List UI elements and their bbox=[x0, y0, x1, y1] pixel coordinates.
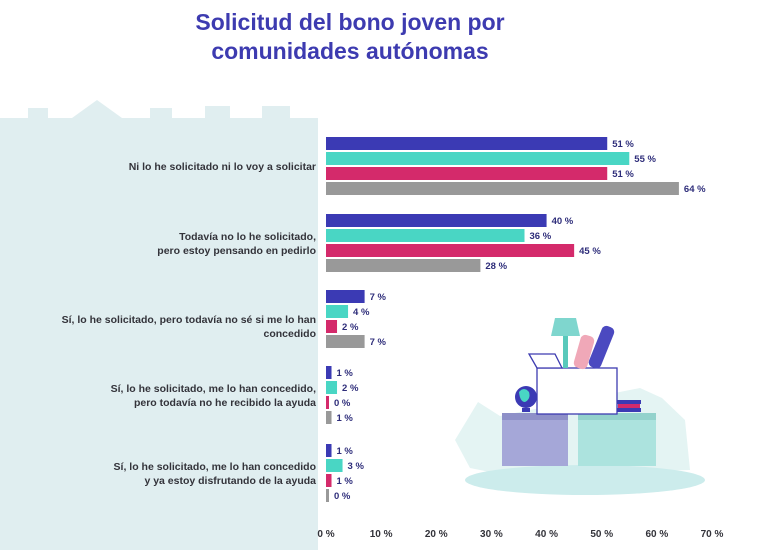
bar-value-label: 1 % bbox=[337, 476, 354, 487]
book-1 bbox=[617, 400, 641, 404]
bar-value-label: 3 % bbox=[348, 461, 365, 472]
x-tick-label: 50 % bbox=[590, 529, 613, 540]
bar-value-label: 45 % bbox=[579, 246, 601, 257]
x-tick-label: 20 % bbox=[425, 529, 448, 540]
chart-title: Solicitud del bono joven por comunidades… bbox=[150, 8, 550, 66]
bar bbox=[326, 244, 575, 257]
x-tick-label: 0 % bbox=[317, 529, 334, 540]
bar-value-label: 40 % bbox=[552, 216, 574, 227]
x-tick-label: 10 % bbox=[370, 529, 393, 540]
bar bbox=[326, 214, 547, 227]
bar bbox=[326, 459, 343, 472]
book-3 bbox=[617, 408, 641, 412]
cabinet-left bbox=[502, 418, 568, 466]
category-label-line: Sí, lo he solicitado, me lo han concedid… bbox=[113, 461, 316, 473]
category-label: Todavía no lo he solicitado, pero estoy p… bbox=[16, 230, 316, 258]
bar bbox=[326, 444, 332, 457]
cabinet-right bbox=[578, 418, 656, 466]
lamp-stem bbox=[563, 336, 568, 368]
floor-shadow bbox=[465, 465, 705, 495]
box-flap bbox=[527, 353, 564, 369]
bar-value-label: 51 % bbox=[612, 139, 634, 150]
rolled-poster-pink bbox=[573, 334, 595, 370]
bar bbox=[326, 335, 365, 348]
bar-value-label: 1 % bbox=[337, 413, 354, 424]
bar bbox=[326, 489, 329, 502]
chart-title-line-2: comunidades autónomas bbox=[211, 38, 489, 64]
bar-value-label: 0 % bbox=[334, 491, 351, 502]
x-tick-label: 40 % bbox=[535, 529, 558, 540]
bar-value-label: 2 % bbox=[342, 322, 359, 333]
category-label-line: Ni lo he solicitado ni lo voy a solicita… bbox=[128, 161, 316, 173]
bar bbox=[326, 167, 608, 180]
x-tick-label: 60 % bbox=[645, 529, 668, 540]
bar bbox=[326, 137, 608, 150]
category-label-line: pero estoy pensando en pedirlo bbox=[157, 245, 316, 257]
bar-value-label: 55 % bbox=[634, 154, 656, 165]
chart-title-line-1: Solicitud del bono joven por bbox=[195, 9, 505, 35]
globe-land bbox=[519, 389, 530, 402]
category-label: Sí, lo he solicitado, pero todavía no sé… bbox=[16, 313, 316, 341]
box bbox=[536, 367, 618, 415]
x-tick-label: 30 % bbox=[480, 529, 503, 540]
x-tick-label: 70 % bbox=[701, 529, 724, 540]
bar-value-label: 1 % bbox=[337, 446, 354, 457]
bar-value-label: 36 % bbox=[530, 231, 552, 242]
bar bbox=[326, 396, 329, 409]
bar-value-label: 4 % bbox=[353, 307, 370, 318]
category-label-line: pero todavía no he recibido la ayuda bbox=[133, 397, 316, 409]
category-label: Ni lo he solicitado ni lo voy a solicita… bbox=[16, 160, 316, 174]
bar bbox=[326, 182, 679, 195]
bar-value-label: 1 % bbox=[337, 368, 354, 379]
category-label-line: Todavía no lo he solicitado, bbox=[179, 231, 316, 243]
bar-value-label: 51 % bbox=[612, 169, 634, 180]
bar bbox=[326, 305, 349, 318]
bar-value-label: 0 % bbox=[334, 398, 351, 409]
category-label-line: y ya estoy disfrutando de la ayuda bbox=[144, 475, 316, 487]
category-label: Sí, lo he solicitado, me lo han concedid… bbox=[16, 460, 316, 488]
bar-value-label: 64 % bbox=[684, 184, 706, 195]
bar bbox=[326, 229, 525, 242]
bar bbox=[326, 474, 332, 487]
bar-value-label: 28 % bbox=[485, 261, 507, 272]
bar bbox=[326, 152, 630, 165]
bar bbox=[326, 381, 338, 394]
bar bbox=[326, 320, 338, 333]
bar bbox=[326, 259, 481, 272]
bar bbox=[326, 411, 332, 424]
category-label-line: Sí, lo he solicitado, me lo han concedid… bbox=[110, 383, 316, 395]
book-2 bbox=[618, 404, 640, 408]
bar bbox=[326, 290, 365, 303]
lamp-shade bbox=[551, 318, 580, 336]
bar-value-label: 7 % bbox=[370, 337, 387, 348]
cabinet-left-top bbox=[502, 413, 568, 420]
cabinet-right-top bbox=[578, 413, 656, 420]
house-silhouette-shape bbox=[0, 100, 318, 550]
bar-value-label: 2 % bbox=[342, 383, 359, 394]
globe-stand bbox=[522, 408, 530, 412]
bar-value-label: 7 % bbox=[370, 292, 387, 303]
rolled-poster-purple bbox=[588, 325, 615, 369]
category-label-line: Sí, lo he solicitado, pero todavía no sé… bbox=[61, 314, 316, 340]
category-label: Sí, lo he solicitado, me lo han concedid… bbox=[16, 382, 316, 410]
bar bbox=[326, 366, 332, 379]
